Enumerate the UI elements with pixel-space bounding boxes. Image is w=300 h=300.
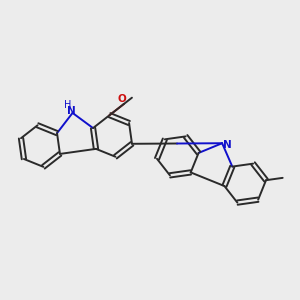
Text: H: H (64, 100, 72, 110)
Text: N: N (67, 106, 75, 116)
Text: N: N (223, 140, 232, 150)
Text: O: O (118, 94, 127, 104)
